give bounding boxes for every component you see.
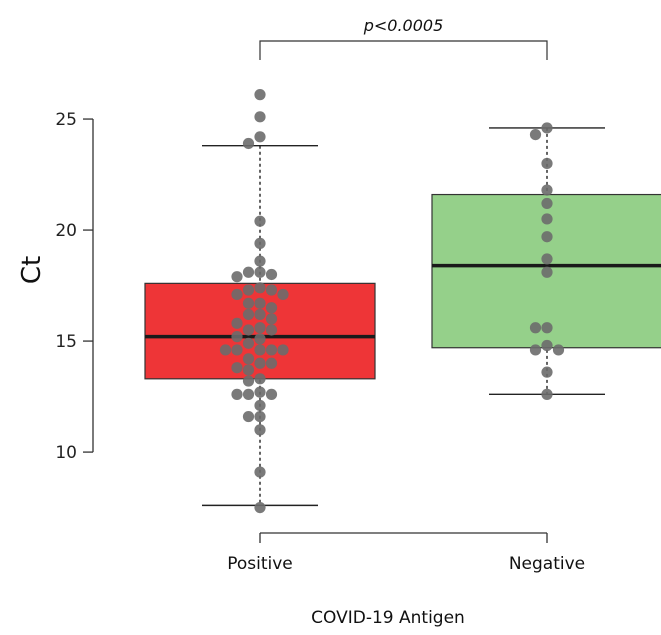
data-point bbox=[254, 322, 266, 334]
axis-layer: 10 15 20 25 Positive Negative bbox=[55, 110, 585, 574]
data-point bbox=[242, 375, 255, 387]
data-point bbox=[254, 466, 266, 478]
data-point bbox=[242, 410, 255, 423]
data-point bbox=[254, 410, 266, 423]
x-axis-title: COVID-19 Antigen bbox=[311, 608, 465, 628]
data-point bbox=[254, 424, 266, 436]
data-point bbox=[265, 313, 278, 325]
data-point bbox=[254, 237, 266, 249]
data-point bbox=[541, 366, 553, 378]
data-point bbox=[242, 337, 255, 349]
data-point bbox=[254, 308, 266, 321]
data-point bbox=[265, 284, 278, 296]
data-point bbox=[231, 317, 243, 329]
data-point bbox=[541, 213, 553, 225]
data-point bbox=[265, 344, 278, 356]
point-layer bbox=[219, 89, 565, 514]
data-point bbox=[541, 388, 553, 400]
y-axis-title: Ct bbox=[17, 256, 47, 284]
data-point bbox=[541, 339, 553, 352]
x-tick-label: Positive bbox=[227, 554, 293, 574]
data-point bbox=[219, 344, 232, 356]
data-point bbox=[254, 386, 266, 398]
data-point bbox=[242, 308, 255, 321]
data-point bbox=[277, 288, 289, 301]
y-tick-label: 10 bbox=[55, 443, 77, 463]
data-point bbox=[254, 399, 266, 412]
data-point bbox=[231, 288, 243, 301]
y-tick-label: 25 bbox=[55, 110, 77, 130]
data-point bbox=[242, 284, 255, 296]
y-tick-label: 20 bbox=[55, 221, 77, 241]
data-point bbox=[552, 344, 565, 356]
y-tick-label: 15 bbox=[55, 332, 77, 352]
data-point bbox=[242, 137, 255, 150]
data-point bbox=[265, 324, 278, 336]
data-point bbox=[231, 344, 243, 356]
data-point bbox=[242, 266, 255, 278]
data-point bbox=[242, 364, 255, 376]
data-point bbox=[231, 388, 243, 400]
data-point bbox=[265, 357, 278, 369]
annotation-layer: p<0.0005 bbox=[259, 16, 548, 60]
data-point bbox=[254, 357, 266, 369]
data-point bbox=[529, 128, 542, 141]
data-point bbox=[254, 255, 266, 267]
box-layer bbox=[144, 127, 661, 507]
data-point bbox=[254, 266, 266, 278]
data-point bbox=[231, 271, 243, 283]
data-point bbox=[231, 331, 243, 343]
data-point bbox=[541, 122, 553, 134]
data-point bbox=[529, 322, 542, 334]
data-point bbox=[254, 215, 266, 227]
data-point bbox=[541, 322, 553, 334]
data-point bbox=[254, 89, 266, 101]
data-point bbox=[242, 324, 255, 336]
data-point bbox=[541, 266, 553, 278]
data-point bbox=[254, 282, 266, 294]
data-point bbox=[265, 268, 278, 281]
data-point bbox=[254, 131, 266, 143]
data-point bbox=[529, 344, 542, 356]
p-value-annotation: p<0.0005 bbox=[363, 16, 444, 35]
data-point bbox=[254, 344, 266, 356]
data-point bbox=[541, 197, 553, 210]
data-point bbox=[242, 388, 255, 400]
data-point bbox=[254, 333, 266, 345]
data-point bbox=[254, 111, 266, 123]
data-point bbox=[242, 297, 255, 309]
data-point bbox=[242, 353, 255, 365]
data-point bbox=[265, 388, 278, 400]
data-point bbox=[541, 157, 553, 170]
data-point bbox=[265, 302, 278, 314]
data-point bbox=[541, 231, 553, 243]
data-point bbox=[277, 344, 289, 356]
data-point bbox=[541, 184, 553, 196]
significance-bracket bbox=[259, 40, 548, 60]
data-point bbox=[254, 501, 266, 514]
data-point bbox=[231, 362, 243, 374]
data-point bbox=[254, 373, 266, 385]
data-point bbox=[254, 297, 266, 309]
data-point bbox=[541, 253, 553, 265]
x-tick-label: Negative bbox=[509, 554, 585, 574]
